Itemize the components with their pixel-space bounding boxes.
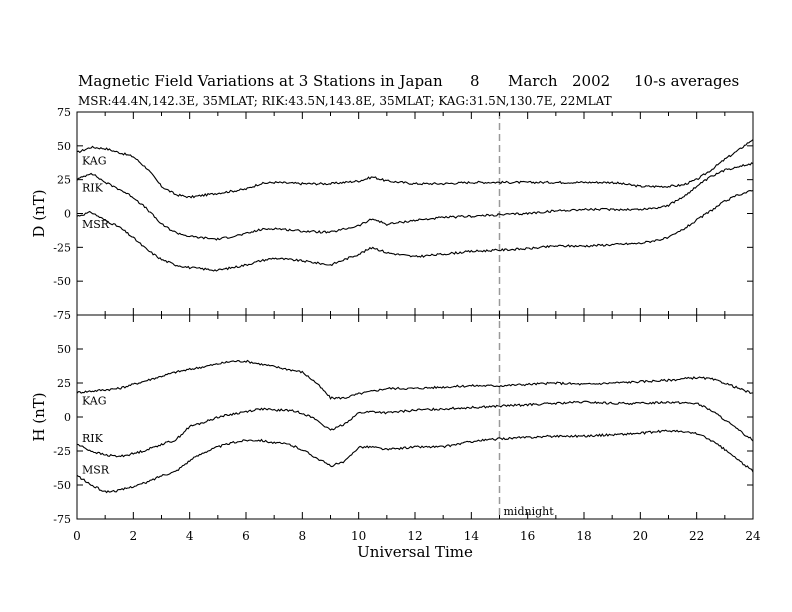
ytick-label-D-5: -50 — [53, 275, 71, 288]
xtick-label-4: 8 — [299, 529, 307, 543]
xtick-label-6: 12 — [407, 529, 422, 543]
xtick-label-2: 4 — [186, 529, 194, 543]
series-label-D-KAG: KAG — [82, 155, 107, 168]
series-label-H-RIK: RIK — [82, 432, 104, 445]
xtick-label-3: 6 — [242, 529, 250, 543]
series-line-H-MSR — [76, 429, 754, 494]
series-label-H-KAG: KAG — [82, 395, 107, 408]
series-label-D-MSR: MSR — [82, 218, 110, 231]
series-label-D-RIK: RIK — [82, 182, 104, 195]
ylabel-H: H (nT) — [30, 392, 48, 441]
chart-subtitle: MSR:44.4N,142.3E, 35MLAT; RIK:43.5N,143.… — [78, 94, 612, 108]
series-line-H-RIK — [76, 400, 754, 458]
midnight-label: midnight — [504, 505, 555, 518]
title-text: Magnetic Field Variations at 3 Stations … — [78, 72, 443, 90]
date-month: March — [508, 72, 558, 90]
chart-title: Magnetic Field Variations at 3 Stations … — [78, 72, 758, 92]
ytick-label-H-4: -50 — [53, 479, 71, 492]
date-day: 8 — [470, 72, 480, 90]
ytick-label-D-1: 50 — [57, 140, 71, 153]
date-year: 2002 — [572, 72, 611, 90]
series-line-D-KAG — [76, 139, 754, 199]
xtick-label-10: 20 — [633, 529, 648, 543]
ytick-label-D-6: -75 — [53, 309, 71, 322]
ylabel-D: D (nT) — [30, 189, 48, 237]
xtick-label-5: 10 — [351, 529, 366, 543]
ytick-label-H-0: 50 — [57, 343, 71, 356]
ytick-label-H-1: 25 — [57, 377, 71, 390]
xlabel: Universal Time — [357, 543, 473, 561]
averaging-label: 10-s averages — [634, 72, 740, 90]
xtick-label-0: 0 — [73, 529, 81, 543]
ytick-label-H-3: -25 — [53, 445, 71, 458]
series-line-D-MSR — [76, 189, 754, 272]
xtick-label-12: 24 — [745, 529, 761, 543]
panel-frame-H — [76, 314, 754, 520]
ytick-label-D-0: 75 — [57, 106, 71, 119]
xtick-label-1: 2 — [130, 529, 138, 543]
ytick-label-D-3: 0 — [64, 208, 71, 221]
xtick-label-7: 14 — [464, 529, 480, 543]
panel-frame-D — [76, 111, 754, 316]
ytick-label-D-2: 25 — [57, 174, 71, 187]
ytick-label-H-2: 0 — [64, 411, 71, 424]
xtick-label-8: 16 — [520, 529, 535, 543]
ytick-label-D-4: -25 — [53, 241, 71, 254]
series-line-D-RIK — [76, 162, 754, 241]
series-label-H-MSR: MSR — [82, 463, 110, 476]
xtick-label-11: 22 — [689, 529, 704, 543]
series-line-H-KAG — [76, 359, 754, 400]
ytick-label-H-5: -75 — [53, 513, 71, 526]
xtick-label-9: 18 — [576, 529, 591, 543]
